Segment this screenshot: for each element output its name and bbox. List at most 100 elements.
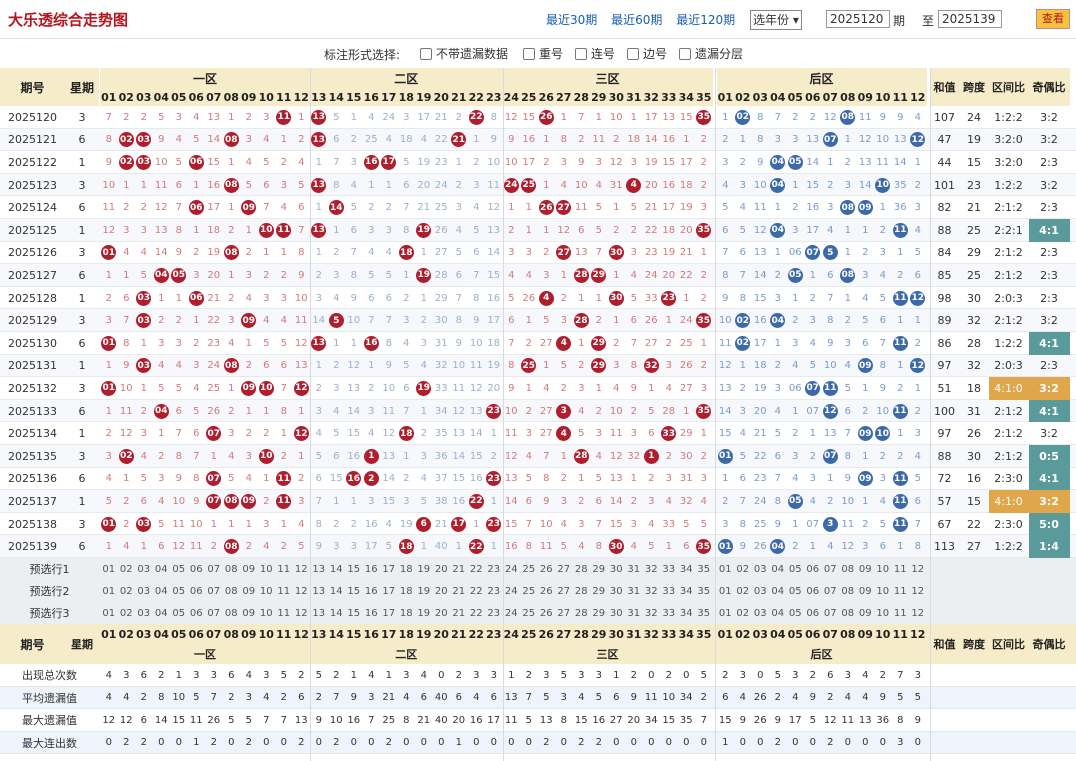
pick-number[interactable]: 11 [893,607,907,619]
pick-number[interactable]: 29 [592,585,606,597]
pick-number[interactable]: 17 [382,585,396,597]
pick-number[interactable]: 28 [574,563,588,575]
pick-number[interactable]: 25 [522,607,536,619]
pick-number[interactable]: 08 [224,607,238,619]
pick-number[interactable]: 33 [662,563,676,575]
pick-number[interactable]: 17 [382,607,396,619]
pick-number[interactable]: 08 [841,585,855,597]
pick-number[interactable]: 33 [662,585,676,597]
pick-number[interactable]: 14 [329,607,343,619]
pick-number[interactable]: 03 [137,563,151,575]
pick-number[interactable]: 24 [504,585,518,597]
pick-number[interactable]: 02 [736,563,750,575]
pick-number[interactable]: 14 [329,585,343,597]
pick-number[interactable]: 04 [154,563,168,575]
pick-number[interactable]: 29 [592,607,606,619]
pick-number[interactable]: 11 [277,563,291,575]
pick-number[interactable]: 06 [806,585,820,597]
pick-number[interactable]: 23 [487,563,501,575]
pick-number[interactable]: 35 [697,585,711,597]
pick-number[interactable]: 18 [399,563,413,575]
pick-number[interactable]: 03 [753,585,767,597]
pick-number[interactable]: 15 [347,607,361,619]
pick-number[interactable]: 25 [522,563,536,575]
pick-number[interactable]: 27 [557,607,571,619]
range-120-link[interactable]: 最近120期 [676,13,736,27]
pick-number[interactable]: 09 [242,607,256,619]
pick-number[interactable]: 01 [718,563,732,575]
pick-number[interactable]: 30 [609,563,623,575]
pick-number[interactable]: 23 [487,607,501,619]
pick-number[interactable]: 28 [574,607,588,619]
pick-number[interactable]: 20 [434,607,448,619]
pick-number[interactable]: 05 [788,563,802,575]
from-issue-input[interactable]: 2025120 [826,10,890,28]
pick-number[interactable]: 29 [592,563,606,575]
pick-number[interactable]: 11 [893,563,907,575]
pick-number[interactable]: 18 [399,607,413,619]
pick-number[interactable]: 31 [627,585,641,597]
pick-number[interactable]: 07 [823,607,837,619]
pick-number[interactable]: 34 [679,585,693,597]
option-repeat[interactable]: 重号 [523,45,563,62]
pick-number[interactable]: 19 [417,607,431,619]
pick-number[interactable]: 09 [858,563,872,575]
pick-number[interactable]: 07 [207,607,221,619]
pick-number[interactable]: 04 [771,607,785,619]
pick-number[interactable]: 26 [539,585,553,597]
pick-number[interactable]: 22 [469,607,483,619]
pick-number[interactable]: 35 [697,607,711,619]
checkbox-icon[interactable] [420,47,432,60]
pick-number[interactable]: 01 [718,607,732,619]
pick-number[interactable]: 16 [364,563,378,575]
year-select[interactable]: 选年份 ▾ [750,10,802,30]
pick-number[interactable]: 09 [242,585,256,597]
query-button[interactable]: 查看 [1036,9,1070,29]
pick-number[interactable]: 01 [102,607,116,619]
pick-number[interactable]: 12 [911,607,925,619]
pick-number[interactable]: 02 [119,563,133,575]
pick-number[interactable]: 12 [911,563,925,575]
pick-number[interactable]: 28 [574,585,588,597]
pick-number[interactable]: 30 [609,585,623,597]
pick-number[interactable]: 07 [823,563,837,575]
pick-number[interactable]: 31 [627,563,641,575]
pick-number[interactable]: 35 [697,563,711,575]
checkbox-icon[interactable] [627,47,639,60]
pick-number[interactable]: 21 [452,563,466,575]
pick-number[interactable]: 10 [876,585,890,597]
pick-number[interactable]: 10 [259,563,273,575]
pick-number[interactable]: 08 [224,585,238,597]
pick-number[interactable]: 12 [294,585,308,597]
pick-number[interactable]: 14 [329,563,343,575]
pick-number[interactable]: 04 [154,607,168,619]
pick-number[interactable]: 03 [137,585,151,597]
pick-number[interactable]: 07 [207,585,221,597]
pick-number[interactable]: 18 [399,585,413,597]
pick-number[interactable]: 32 [644,607,658,619]
pick-number[interactable]: 06 [806,563,820,575]
pick-number[interactable]: 22 [469,585,483,597]
pick-number[interactable]: 06 [189,585,203,597]
pick-number[interactable]: 11 [893,585,907,597]
pick-number[interactable]: 13 [312,563,326,575]
pick-number[interactable]: 05 [172,607,186,619]
pick-number[interactable]: 04 [771,563,785,575]
checkbox-icon[interactable] [575,47,587,60]
option-consecutive[interactable]: 连号 [575,45,615,62]
option-miss-layer[interactable]: 遗漏分层 [679,45,743,62]
pick-number[interactable]: 15 [347,563,361,575]
pick-number[interactable]: 10 [259,607,273,619]
pick-number[interactable]: 24 [504,563,518,575]
pick-number[interactable]: 31 [627,607,641,619]
pick-number[interactable]: 20 [434,585,448,597]
pick-number[interactable]: 05 [172,563,186,575]
pick-number[interactable]: 32 [644,585,658,597]
pick-number[interactable]: 34 [679,563,693,575]
pick-number[interactable]: 26 [539,563,553,575]
pick-number[interactable]: 20 [434,563,448,575]
pick-number[interactable]: 06 [806,607,820,619]
checkbox-icon[interactable] [679,47,691,60]
to-issue-input[interactable]: 2025139 [938,10,1002,28]
issue-header[interactable]: 期号 [0,624,65,664]
